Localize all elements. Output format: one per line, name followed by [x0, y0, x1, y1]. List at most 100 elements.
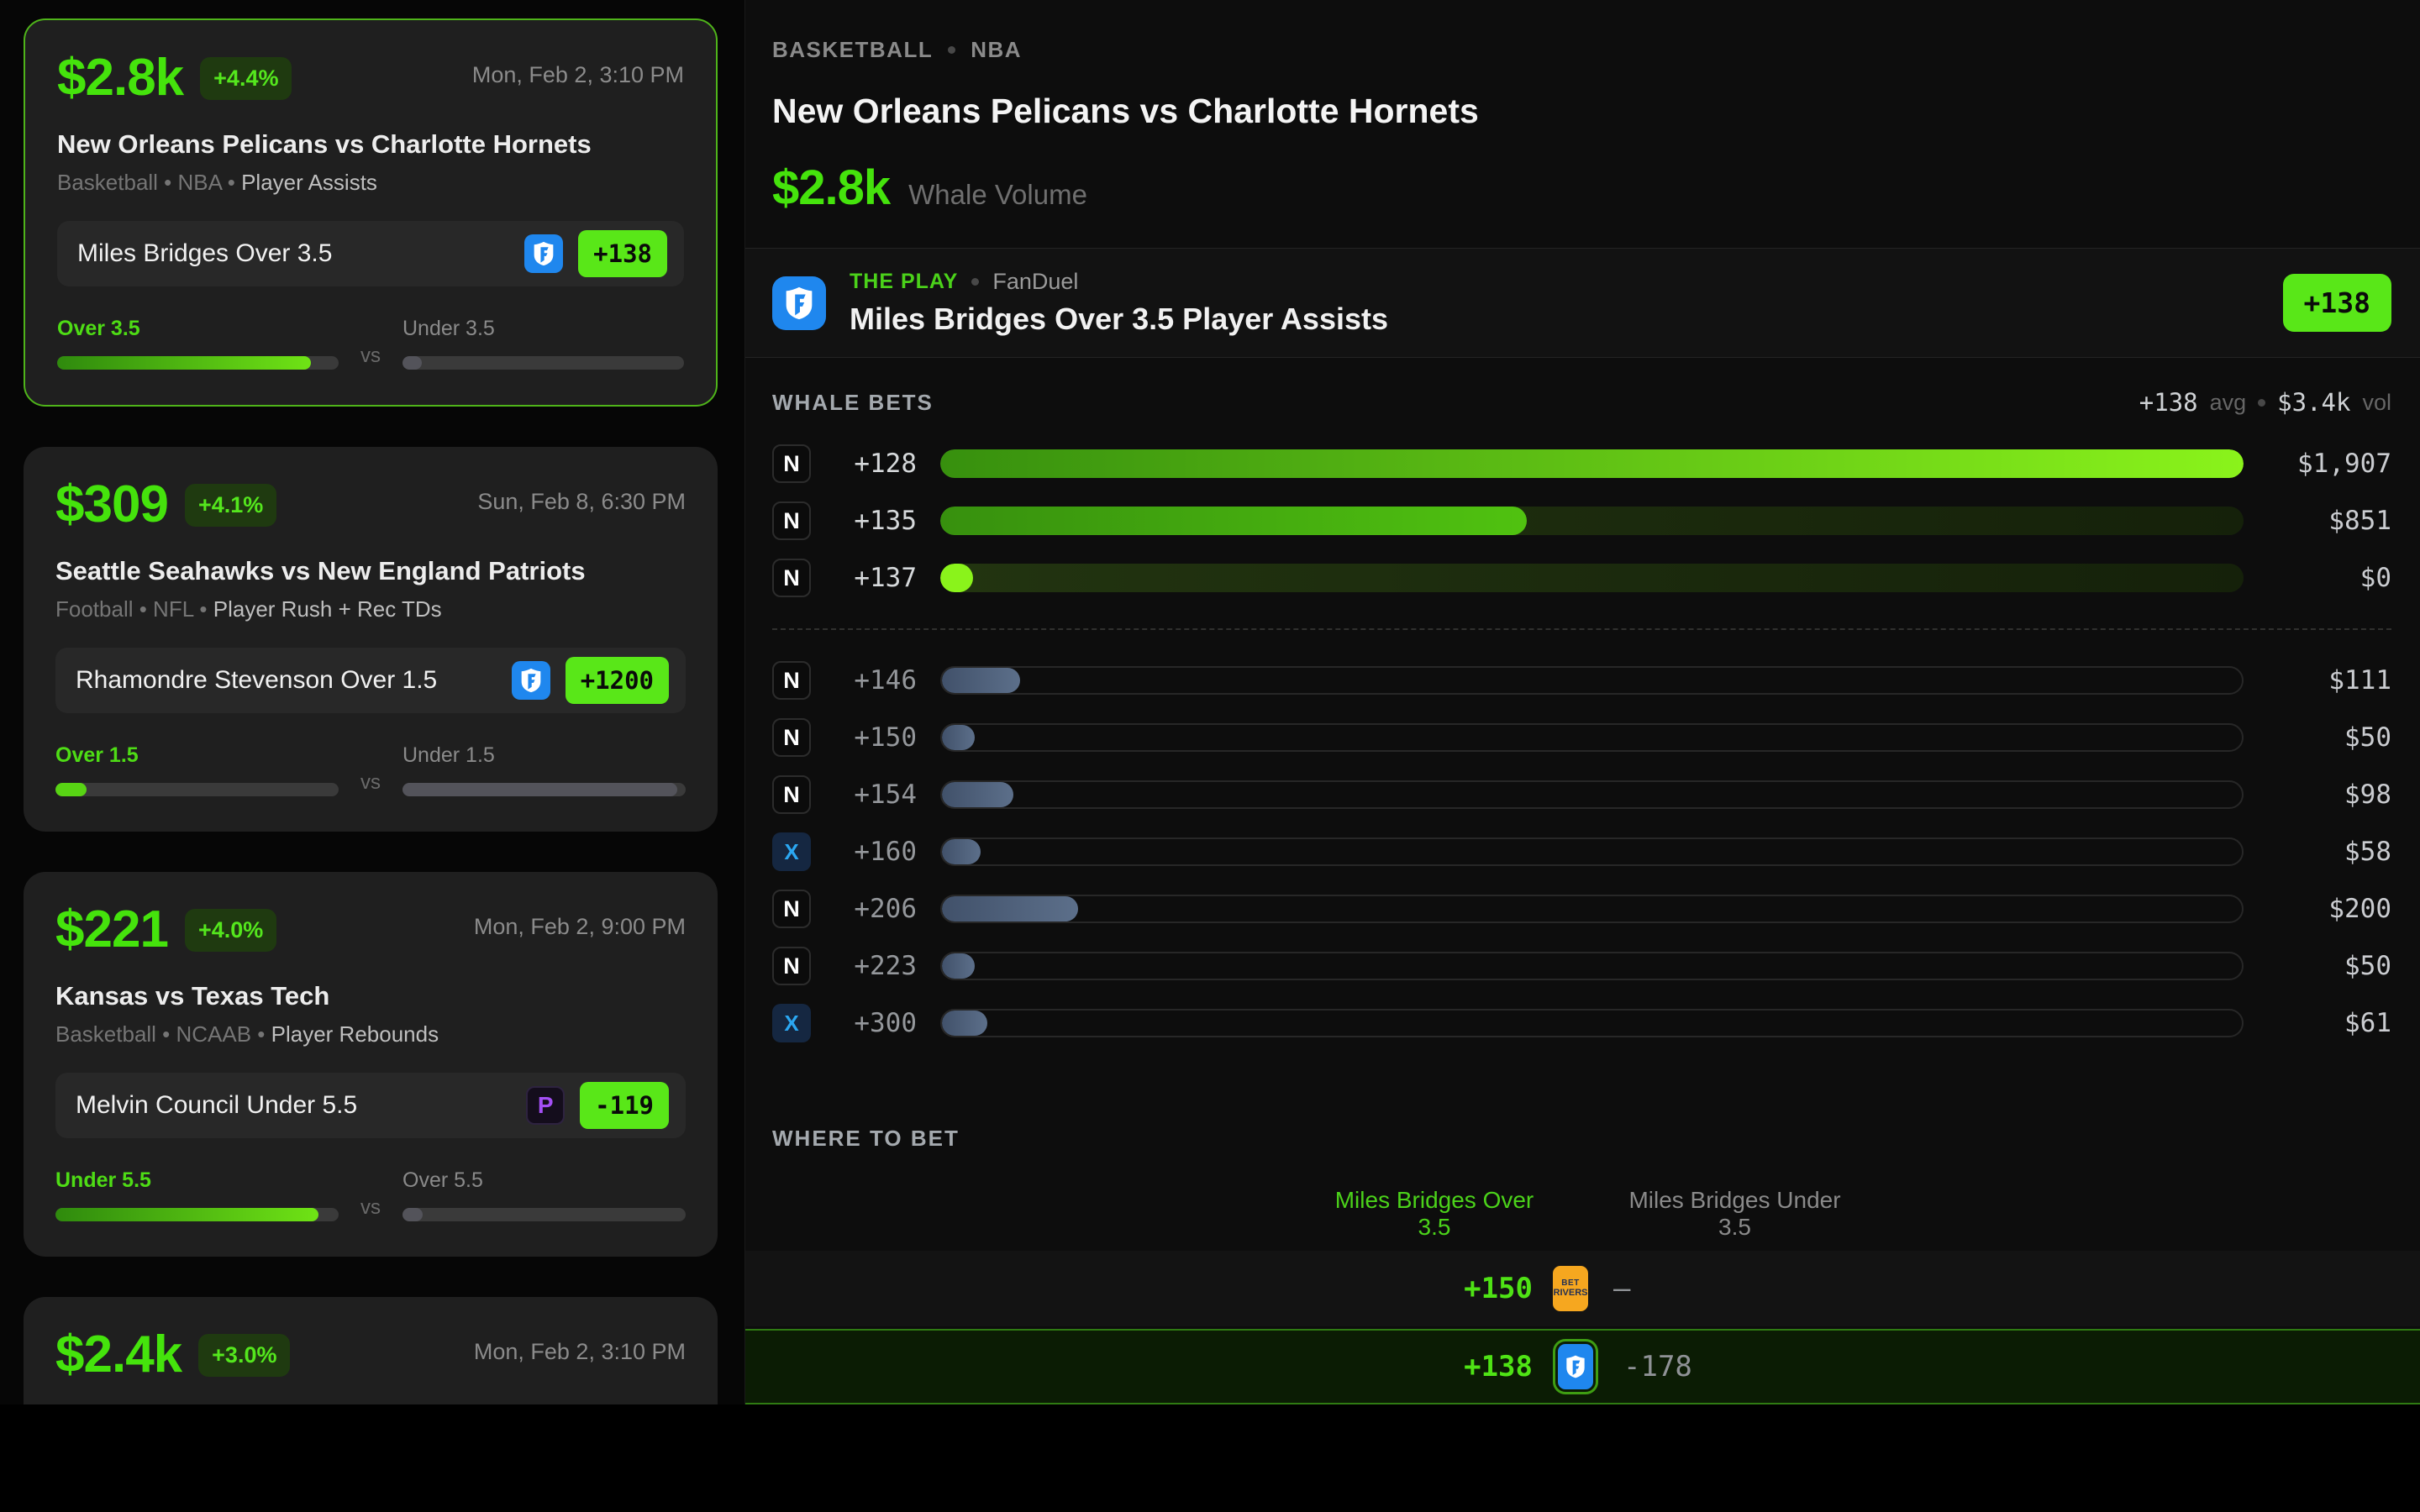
whale-bet-row[interactable]: N +146 $111 [772, 652, 2391, 709]
whale-bet-row[interactable]: N +128 $1,907 [772, 435, 2391, 492]
total-volume-value: $3.4k [2277, 388, 2350, 417]
change-badge: +4.1% [185, 484, 276, 527]
bar-track [55, 783, 339, 796]
pick-row[interactable]: Miles Bridges Over 3.5 +138 [57, 221, 684, 286]
pick-row[interactable]: Rhamondre Stevenson Over 1.5 +1200 [55, 648, 686, 713]
book-row-betrivers[interactable]: +150 BETRIVERS — [745, 1251, 2420, 1326]
whale-bets-header: WHALE BETS +138 avg $3.4k vol [772, 388, 2391, 417]
bet-amount: $851 [2265, 506, 2391, 536]
bet-odds: +150 [816, 722, 917, 753]
bet-amount: $111 [2265, 665, 2391, 696]
novig-icon: N [772, 775, 811, 814]
bet-odds: +223 [816, 951, 917, 981]
play-odds-button[interactable]: +138 [2283, 274, 2391, 332]
game-meta: Basketball • NCAAB • Player Rebounds [55, 1021, 686, 1047]
avg-odds-label: avg [2210, 390, 2247, 416]
play-book-name: FanDuel [992, 269, 1078, 295]
whale-amount: $2.4k [55, 1329, 182, 1381]
pick-label: Melvin Council Under 5.5 [76, 1091, 526, 1120]
total-volume-label: vol [2362, 390, 2391, 416]
game-datetime: Mon, Feb 2, 9:00 PM [474, 914, 686, 940]
card-header: $2.4k +3.0% Mon, Feb 2, 3:10 PM [55, 1329, 686, 1381]
bet-amount: $61 [2265, 1008, 2391, 1038]
game-meta-market: Player Rush + Rec TDs [213, 596, 442, 622]
bet-card-seahawks-patriots[interactable]: $309 +4.1% Sun, Feb 8, 6:30 PM Seattle S… [24, 447, 718, 832]
volume-bar-track [940, 1009, 2244, 1037]
separator-dot [2258, 399, 2265, 407]
game-meta: Football • NFL • Player Rush + Rec TDs [55, 596, 686, 622]
under-odds: -178 [1623, 1350, 1692, 1383]
pick-label: Miles Bridges Over 3.5 [77, 239, 524, 268]
volume-bar-track [940, 837, 2244, 866]
side-label-lose: Under 1.5 [402, 743, 686, 768]
book-row-fanduel-best-odds[interactable]: +138 -178 [745, 1329, 2420, 1404]
whale-bet-row[interactable]: N +206 $200 [772, 880, 2391, 937]
novig-icon: N [772, 947, 811, 985]
game-datetime: Mon, Feb 2, 3:10 PM [472, 62, 684, 88]
bet-amount: $0 [2265, 563, 2391, 593]
where-to-bet-columns: Miles Bridges Over 3.5 Miles Bridges Und… [772, 1187, 2391, 1241]
card-header: $309 +4.1% Sun, Feb 8, 6:30 PM [55, 479, 686, 531]
game-detail-panel: BASKETBALL NBA New Orleans Pelicans vs C… [744, 0, 2420, 1404]
bet-amount: $50 [2265, 951, 2391, 981]
whale-bet-row[interactable]: X +300 $61 [772, 995, 2391, 1052]
bar-track [402, 783, 686, 796]
game-datetime: Mon, Feb 2, 3:10 PM [474, 1339, 686, 1365]
fanduel-icon [772, 276, 826, 330]
whale-bet-row[interactable]: N +135 $851 [772, 492, 2391, 549]
volume-bar-track [940, 952, 2244, 980]
bar-fill-gray [402, 783, 677, 796]
novig-icon: N [772, 661, 811, 700]
whale-volume-row: $2.8k Whale Volume [772, 160, 2391, 216]
bet-card-kansas-texastech[interactable]: $221 +4.0% Mon, Feb 2, 9:00 PM Kansas vs… [24, 872, 718, 1257]
pick-odds-badge[interactable]: +138 [578, 230, 667, 277]
bet-amount: $200 [2265, 894, 2391, 924]
page-title: New Orleans Pelicans vs Charlotte Hornet… [772, 92, 2391, 131]
volume-bar-fill [940, 507, 1527, 535]
where-to-bet-list: +150 BETRIVERS — +138 -178 +134 X -160 [745, 1251, 2420, 1404]
separator-dot [971, 278, 979, 286]
side-label-lose: Over 5.5 [402, 1168, 686, 1193]
breadcrumb-sport[interactable]: BASKETBALL [772, 37, 933, 63]
pick-row[interactable]: Melvin Council Under 5.5 P -119 [55, 1073, 686, 1138]
over-under-bars: Over 3.5 vs Under 3.5 [57, 317, 684, 370]
novig-icon: N [772, 444, 811, 483]
whale-amount: $2.8k [57, 52, 183, 104]
play-title: Miles Bridges Over 3.5 Player Assists [850, 302, 1388, 337]
whale-bet-row[interactable]: N +150 $50 [772, 709, 2391, 766]
whale-bets-list: N +128 $1,907 N +135 $851 N +137 $0 N +1 [772, 435, 2391, 1052]
game-title: Seattle Seahawks vs New England Patriots [55, 556, 686, 586]
volume-bar-fill [940, 449, 2244, 478]
whale-bet-row[interactable]: N +223 $50 [772, 937, 2391, 995]
fanduel-icon [524, 234, 563, 273]
bar-fill-gray [402, 356, 422, 370]
volume-bar-fill [942, 896, 1078, 921]
over-under-bars: Over 1.5 vs Under 1.5 [55, 743, 686, 796]
side-label-win: Over 3.5 [57, 317, 339, 341]
fanduel-icon [1558, 1344, 1593, 1389]
where-to-bet-heading: WHERE TO BET [772, 1126, 2391, 1152]
game-meta-league: Football • NFL • [55, 596, 213, 622]
volume-bar-track [940, 723, 2244, 752]
whale-volume-amount: $2.8k [772, 160, 890, 216]
bet-amount: $98 [2265, 780, 2391, 810]
whale-bet-row[interactable]: X +160 $58 [772, 823, 2391, 880]
bet-card-pelicans-rebounds[interactable]: $2.4k +3.0% Mon, Feb 2, 3:10 PM New Orle… [24, 1297, 718, 1404]
volume-bar-track [940, 666, 2244, 695]
novig-icon: N [772, 501, 811, 540]
avg-odds-value: +138 [2139, 388, 2198, 417]
bet-card-pelicans-assists[interactable]: $2.8k +4.4% Mon, Feb 2, 3:10 PM New Orle… [24, 18, 718, 407]
pick-odds-badge[interactable]: -119 [580, 1082, 669, 1129]
betrivers-icon-text: RIVERS [1554, 1288, 1588, 1298]
card-header: $221 +4.0% Mon, Feb 2, 9:00 PM [55, 904, 686, 956]
whale-bet-row[interactable]: N +154 $98 [772, 766, 2391, 823]
whale-bet-row[interactable]: N +137 $0 [772, 549, 2391, 606]
bar-track [57, 356, 339, 370]
side-label-win: Under 5.5 [55, 1168, 339, 1193]
vs-label: vs [360, 1196, 381, 1220]
change-badge: +3.0% [198, 1334, 290, 1377]
breadcrumb-league[interactable]: NBA [971, 37, 1022, 63]
pick-odds-badge[interactable]: +1200 [566, 657, 669, 704]
volume-bar-fill [942, 953, 975, 979]
x-book-icon: X [772, 832, 811, 871]
